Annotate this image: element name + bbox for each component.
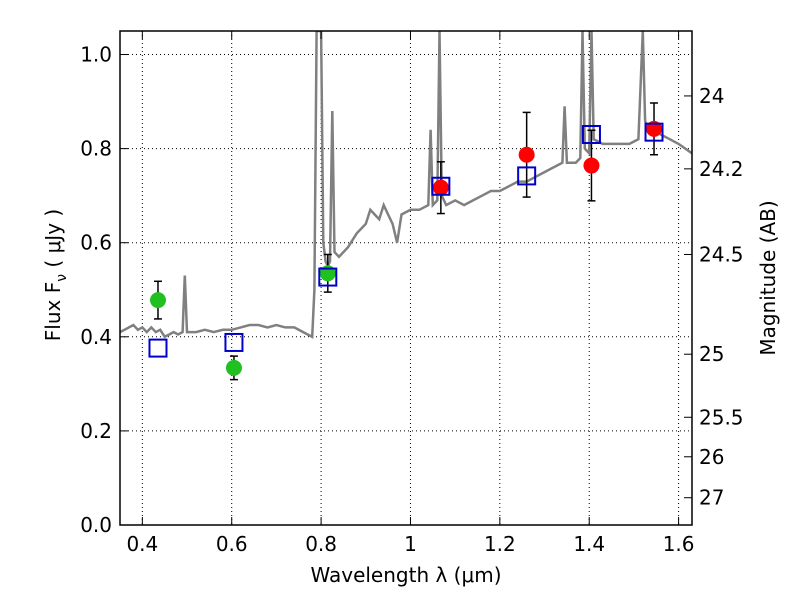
green-point (149, 292, 166, 309)
model-square-marker (517, 166, 537, 186)
x-tick-label: 0.8 (305, 532, 337, 556)
red-point (646, 120, 663, 137)
y-tick-label: 0.4 (80, 325, 112, 349)
x-tick-label: 1 (404, 532, 417, 556)
model-square-marker (224, 332, 244, 352)
plot-area (120, 31, 692, 525)
y-axis-label: Flux Fν ( μJy ) (41, 209, 70, 341)
data-markers (148, 120, 664, 376)
green-point (225, 359, 242, 376)
right-axis-label: Magnitude (AB) (756, 200, 780, 355)
y-axis-label-subscript: ν (54, 274, 70, 282)
right-tick-label: 27 (699, 486, 724, 510)
x-tick-label: 0.6 (216, 532, 248, 556)
y-tick-label: 0.6 (80, 231, 112, 255)
x-axis-ticks: 0.4 0.6 0.8 1 1.2 1.4 1.6 (126, 31, 695, 556)
y-tick-label: 0.2 (80, 419, 112, 443)
y-axis-ticks: 0.0 0.2 0.4 0.6 0.8 1.0 (80, 43, 128, 537)
model-square-marker (318, 267, 338, 287)
model-square-marker (148, 338, 168, 358)
right-tick-label: 25.5 (699, 405, 744, 429)
right-tick-label: 26 (699, 445, 724, 469)
x-tick-label: 0.4 (126, 532, 158, 556)
plot-frame (119, 30, 693, 526)
red-point (518, 146, 535, 163)
model-square-marker (581, 125, 601, 145)
y-tick-label: 1.0 (80, 43, 112, 67)
right-axis-ticks: 24 24.2 24.5 25 25.5 26 27 (684, 84, 744, 510)
y-tick-label: 0.0 (80, 513, 112, 537)
red-point (432, 179, 449, 196)
y-tick-label: 0.8 (80, 137, 112, 161)
plot-content (120, 31, 692, 381)
x-tick-label: 1.6 (663, 532, 695, 556)
x-axis-label: Wavelength λ (μm) (310, 563, 501, 587)
model-square-marker (431, 176, 451, 196)
x-tick-label: 1.4 (573, 532, 605, 556)
right-tick-label: 24 (699, 84, 724, 108)
model-square-marker (644, 122, 664, 142)
right-tick-label: 25 (699, 342, 724, 366)
right-tick-label: 24.5 (699, 242, 744, 266)
model-spectrum-line (120, 31, 692, 339)
y-axis-label-main: Flux F (41, 282, 65, 341)
x-tick-label: 1.2 (484, 532, 516, 556)
right-tick-label: 24.2 (699, 157, 744, 181)
red-point (583, 157, 600, 174)
y-axis-label-unit: ( μJy ) (41, 209, 65, 274)
